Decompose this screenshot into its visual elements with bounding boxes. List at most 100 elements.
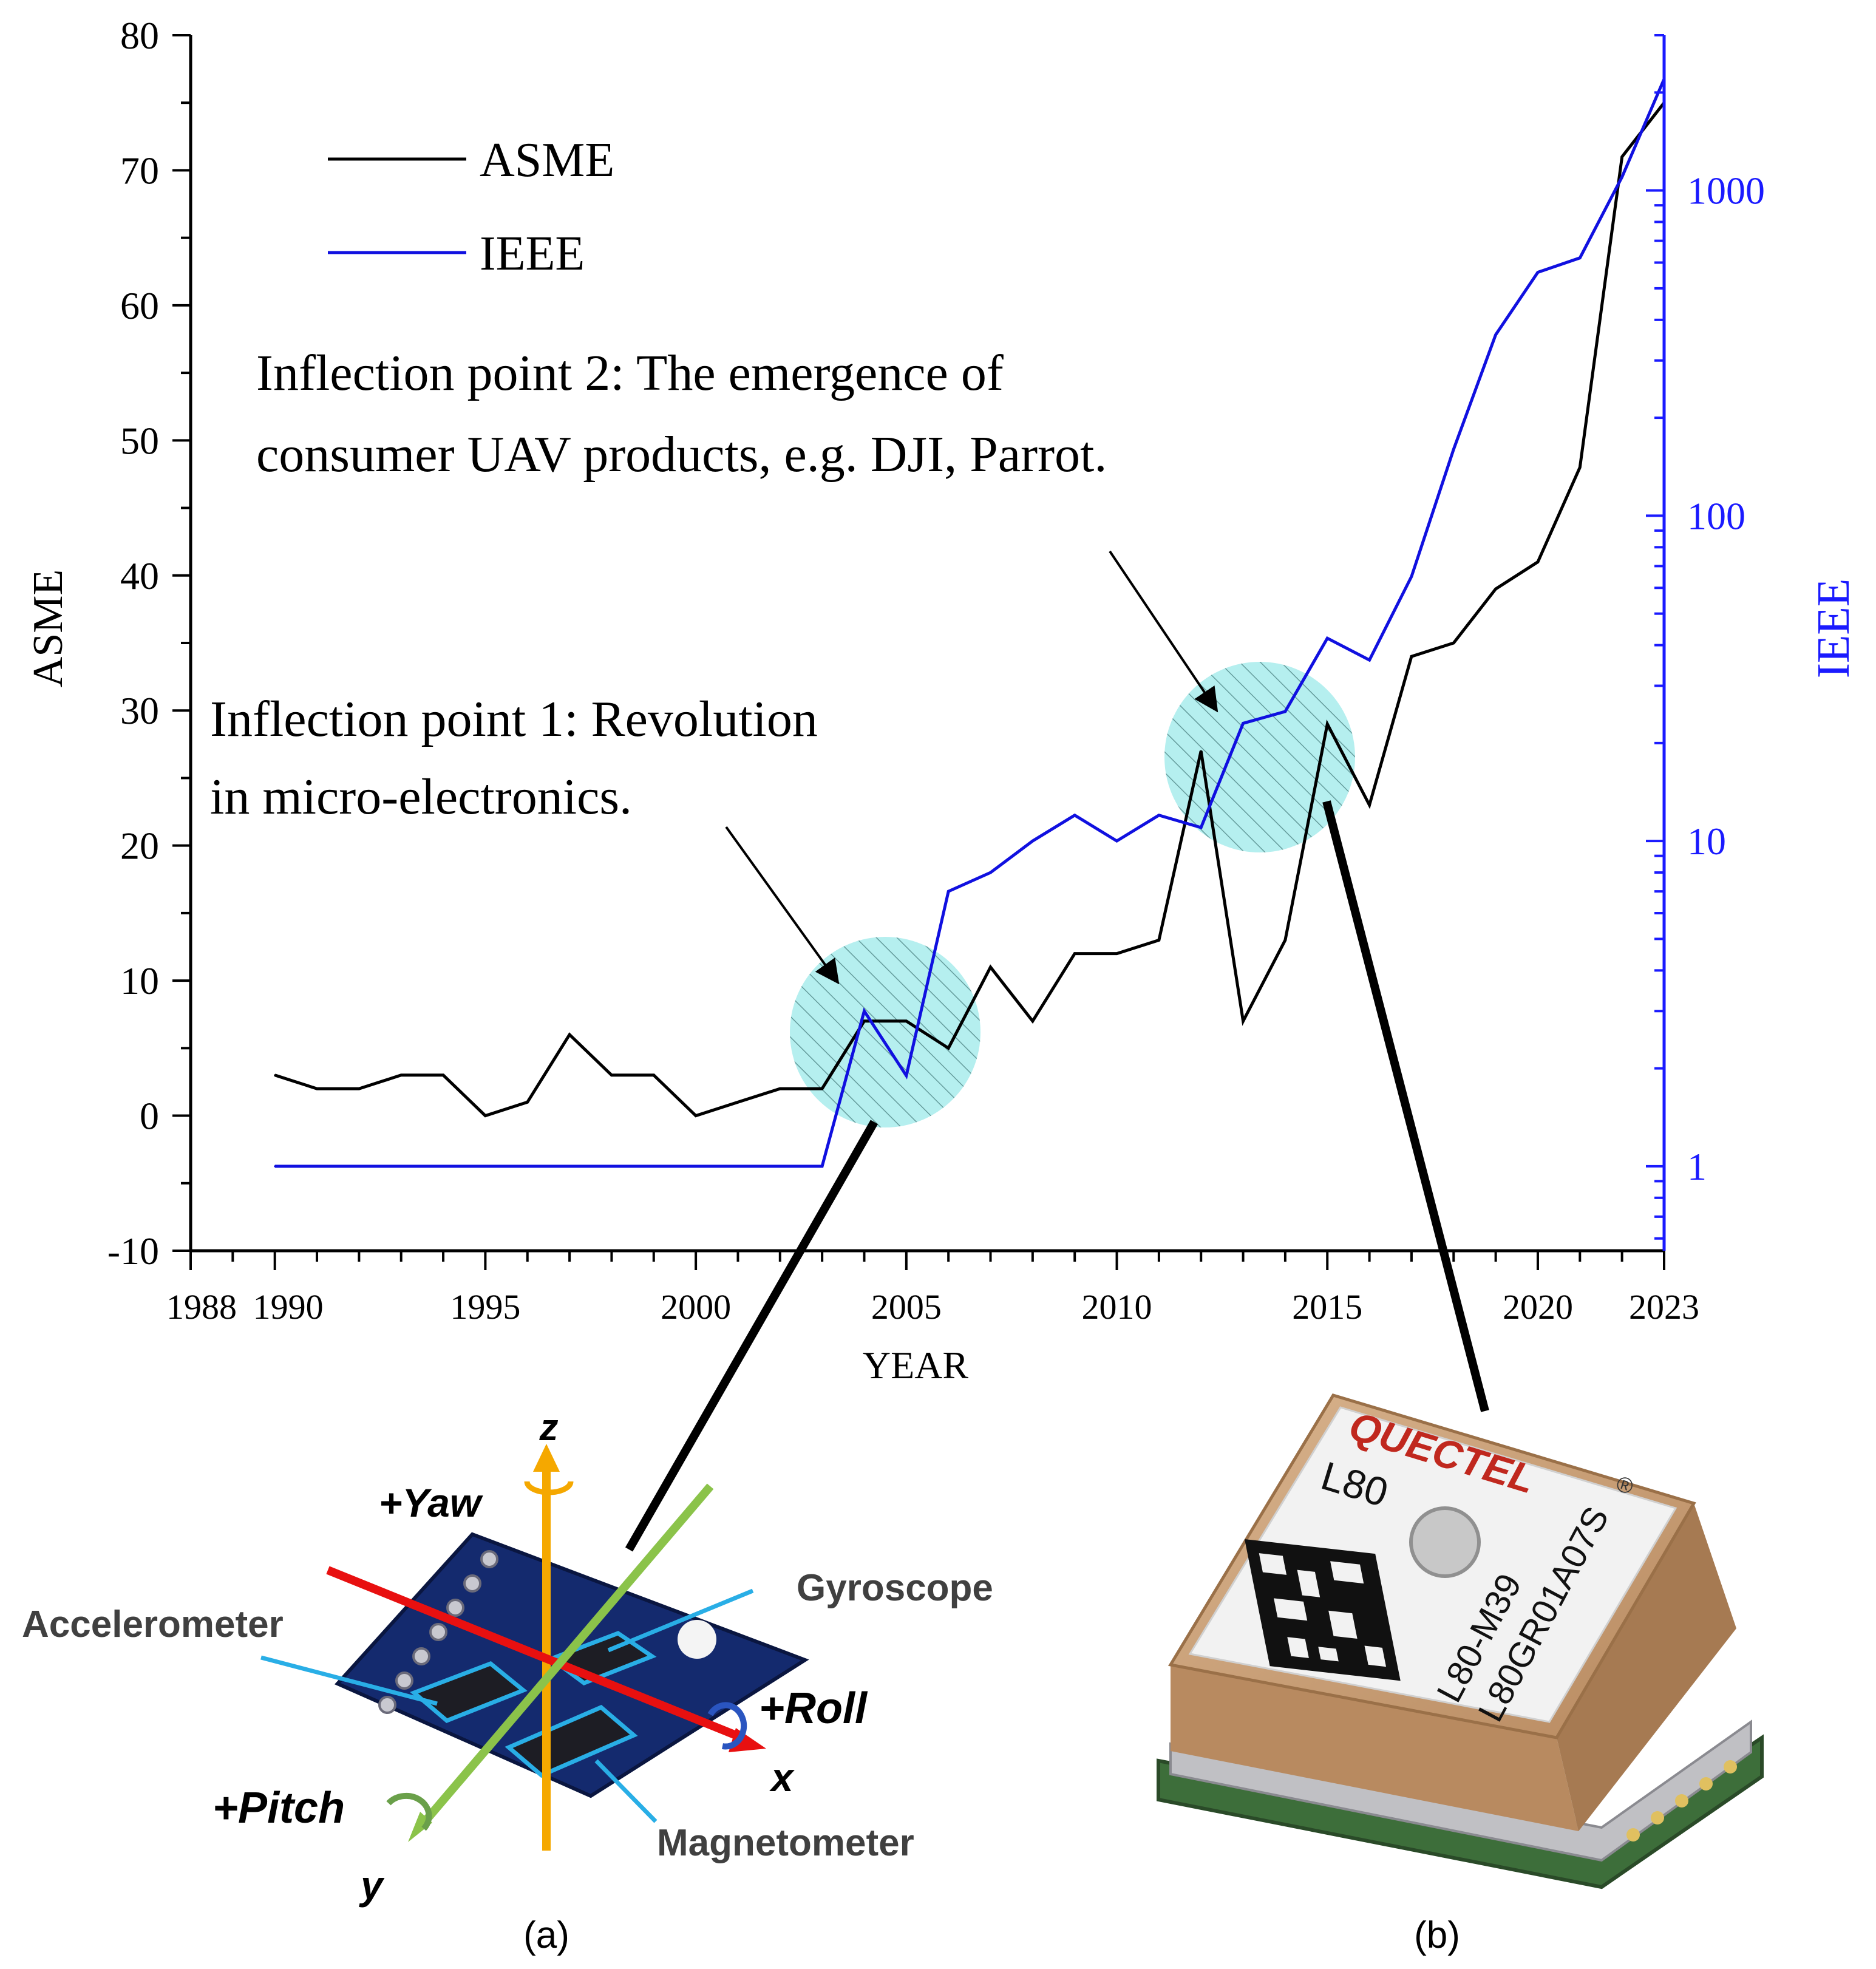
imu-roll-label: +Roll (759, 1684, 868, 1733)
inflection-circle-1 (790, 937, 980, 1127)
data-point-ieee-2021 (1579, 257, 1581, 259)
y-left-tick-label: 10 (120, 959, 159, 1002)
data-point-ieee-2011 (1158, 814, 1160, 817)
data-point-ieee-2001 (736, 1165, 739, 1168)
gps-ceramic-side-left (1171, 1665, 1579, 1831)
data-point-ieee-1995 (484, 1165, 486, 1168)
annotation-1-arrow (725, 826, 840, 985)
data-point-ieee-1999 (653, 1165, 655, 1168)
data-point-asme-1997 (568, 1033, 571, 1036)
y-left-tick-label: 0 (140, 1095, 159, 1138)
caption-a: (a) (523, 1914, 569, 1956)
data-point-asme-2003 (821, 1087, 823, 1090)
y-left-ticks: -10 0 10 20 30 40 50 60 70 80 (107, 14, 191, 1273)
inflection-highlights (790, 662, 1355, 1127)
annotations: Inflection point 2: The emergence of con… (210, 345, 1218, 985)
imu-illustration: z x y +Yaw +Roll +Pitch Gyroscope Accele… (22, 1407, 993, 1956)
y-left-tick-label: -10 (107, 1229, 159, 1273)
data-point-ieee-2008 (1031, 840, 1034, 842)
gps-ceramic-side-right (1557, 1503, 1736, 1831)
data-point-asme-2015 (1326, 723, 1328, 725)
y-right-ticks: 1 10 100 1000 (1646, 34, 1765, 1240)
x-tick-label: 1995 (450, 1287, 520, 1327)
annotation-2-line-1: Inflection point 2: The emergence of (256, 345, 1004, 401)
data-point-asme-2012 (1200, 750, 1202, 752)
imu-axis-x-arrow (729, 1728, 766, 1752)
data-point-ieee-2016 (1368, 659, 1371, 661)
y-left-tick-label: 20 (120, 825, 159, 868)
accelerometer-label: Accelerometer (22, 1603, 284, 1645)
y-right-tick-label: 1 (1687, 1145, 1707, 1188)
data-point-asme-1990 (274, 1074, 276, 1076)
legend: ASME IEEE (328, 134, 614, 281)
imu-roll-rotation-icon (707, 1702, 747, 1750)
imu-mounting-hole (678, 1620, 716, 1659)
line-chart: 1988 1990 1995 2000 2005 2010 2015 2020 2023 -10… (25, 14, 1859, 1552)
data-point-asme-1993 (400, 1074, 403, 1076)
imu-yaw-rotation-icon (524, 1481, 574, 1495)
data-point-ieee-2009 (1073, 814, 1076, 817)
y-left-tick-label: 70 (120, 149, 159, 192)
x-tick-label: 2020 (1503, 1287, 1573, 1327)
data-point-ieee-2017 (1410, 576, 1413, 578)
x-tick-label: 2023 (1629, 1287, 1699, 1327)
x-tick-label: 2000 (661, 1287, 731, 1327)
data-point-ieee-2006 (947, 890, 950, 893)
data-point-asme-2011 (1158, 939, 1160, 941)
y-right-tick-label: 100 (1687, 494, 1745, 537)
imu-axis-z-label: z (539, 1407, 559, 1449)
imu-yaw-label: +Yaw (379, 1480, 483, 1525)
data-point-asme-2020 (1537, 561, 1539, 563)
data-point-ieee-2003 (821, 1165, 823, 1168)
data-point-ieee-1997 (568, 1165, 571, 1168)
y-left-tick-label: 30 (120, 689, 159, 732)
y-left-tick-label: 40 (120, 554, 159, 597)
gps-screw-hole (1409, 1506, 1481, 1578)
imu-pcb-pads (378, 1550, 498, 1714)
data-point-asme-2018 (1452, 642, 1455, 644)
data-point-asme-1992 (358, 1087, 360, 1090)
gps-module-photo: QUECTEL ® L80 L80-M39 L80GR01A07S (b) (1157, 1393, 1764, 1956)
imu-pitch-label: +Pitch (212, 1784, 345, 1832)
data-point-ieee-2012 (1200, 826, 1202, 829)
y-axis-left-label: ASME (25, 570, 72, 687)
data-point-ieee-2002 (779, 1165, 781, 1168)
data-point-asme-2002 (779, 1087, 781, 1090)
data-point-asme-2022 (1621, 155, 1623, 158)
annotation-2-arrow (1109, 550, 1218, 713)
x-axis-label: YEAR (863, 1344, 969, 1387)
data-point-ieee-2005 (905, 1075, 908, 1077)
gps-pins (1626, 1760, 1737, 1841)
data-point-asme-2001 (736, 1101, 739, 1103)
gps-datamatrix-code (1245, 1539, 1401, 1681)
x-tick-label: 2010 (1082, 1287, 1152, 1327)
data-point-asme-1994 (442, 1074, 444, 1076)
data-point-ieee-1994 (442, 1165, 444, 1168)
photo-connectors (625, 800, 1489, 1552)
series-layer (274, 78, 1666, 1168)
data-point-ieee-1990 (274, 1165, 276, 1168)
data-point-asme-2007 (990, 966, 992, 968)
data-point-asme-1999 (653, 1074, 655, 1076)
magnetometer-label: Magnetometer (657, 1822, 914, 1864)
data-point-ieee-2020 (1537, 271, 1539, 274)
data-point-asme-2000 (695, 1115, 697, 1117)
data-point-asme-2017 (1410, 655, 1413, 658)
data-point-asme-2019 (1495, 588, 1497, 590)
data-point-ieee-1998 (610, 1165, 613, 1168)
data-point-ieee-1991 (316, 1165, 318, 1168)
x-tick-label: 1988 (166, 1287, 237, 1327)
imu-axis-y-line (421, 1483, 714, 1824)
caption-b: (b) (1414, 1914, 1460, 1956)
x-ticks: 1988 1990 1995 2000 2005 2010 2015 2020 2023 (166, 1251, 1699, 1327)
data-point-asme-1998 (610, 1074, 613, 1076)
imu-chip-accelerometer (410, 1661, 528, 1724)
data-point-asme-2014 (1284, 939, 1286, 941)
data-point-asme-2013 (1242, 1020, 1245, 1022)
data-point-ieee-2015 (1326, 637, 1328, 639)
imu-axis-z-arrow (533, 1444, 560, 1472)
imu-axis-x-line (326, 1566, 744, 1742)
imu-axis-y-label: y (359, 1863, 385, 1908)
data-point-ieee-2014 (1284, 710, 1286, 713)
data-point-ieee-2018 (1452, 448, 1455, 451)
